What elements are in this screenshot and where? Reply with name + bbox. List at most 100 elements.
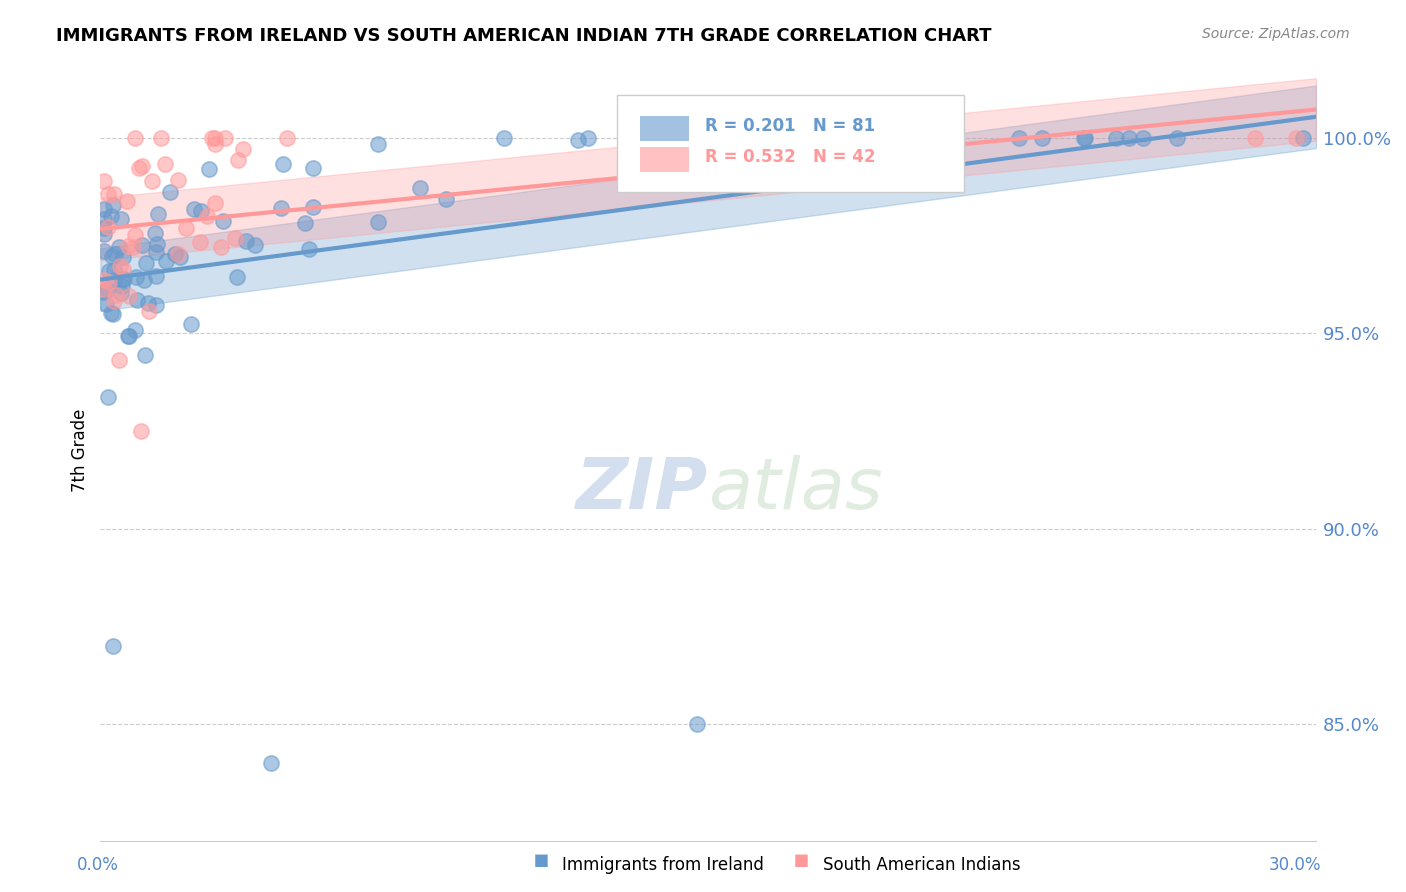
Text: 0.0%: 0.0% [77, 855, 120, 873]
Point [190, 203, 212, 218]
Point [112, 250, 135, 264]
Point [294, 216, 316, 230]
Point [103, 273, 125, 287]
Point [167, 173, 190, 187]
Point [131, 159, 153, 173]
Point [195, 210, 218, 224]
Point [409, 181, 432, 195]
Point [567, 133, 589, 147]
Point [101, 639, 124, 653]
Point [1105, 130, 1128, 145]
Point [1031, 130, 1053, 145]
Point [1132, 130, 1154, 145]
Point [145, 268, 167, 283]
Point [93, 282, 115, 296]
Point [93, 211, 115, 226]
Point [232, 142, 254, 156]
Point [224, 231, 246, 245]
Point [118, 329, 141, 343]
Point [141, 174, 163, 188]
Point [201, 130, 224, 145]
Point [576, 130, 599, 145]
Point [94, 296, 117, 310]
Text: ▪: ▪ [793, 848, 810, 872]
Point [1118, 130, 1140, 145]
Point [122, 240, 145, 254]
Point [131, 238, 153, 252]
Point [128, 161, 150, 175]
Point [226, 153, 249, 168]
Point [301, 200, 323, 214]
Point [1292, 130, 1315, 145]
Point [226, 269, 249, 284]
Text: R = 0.201   N = 81: R = 0.201 N = 81 [704, 117, 875, 135]
Point [115, 194, 138, 209]
Point [842, 130, 865, 145]
Point [273, 157, 295, 171]
Point [93, 272, 115, 286]
Point [204, 130, 226, 145]
Point [103, 186, 125, 201]
Point [96, 283, 118, 297]
Point [117, 328, 139, 343]
FancyBboxPatch shape [640, 147, 689, 172]
Point [98, 275, 121, 289]
Point [245, 237, 267, 252]
Point [1285, 130, 1308, 145]
FancyBboxPatch shape [617, 95, 963, 193]
Point [97, 219, 120, 234]
Text: Source: ZipAtlas.com: Source: ZipAtlas.com [1202, 27, 1350, 41]
Point [93, 244, 115, 258]
Point [145, 244, 167, 259]
Text: Immigrants from Ireland: Immigrants from Ireland [562, 855, 765, 873]
Point [150, 130, 173, 145]
Point [98, 264, 121, 278]
Point [117, 239, 139, 253]
Point [1008, 130, 1031, 145]
Point [104, 288, 127, 302]
Point [211, 214, 233, 228]
Point [111, 262, 134, 277]
Point [104, 247, 127, 261]
Point [107, 240, 129, 254]
Point [176, 221, 198, 235]
Point [127, 293, 149, 307]
Point [146, 237, 169, 252]
Point [367, 215, 389, 229]
Point [297, 242, 319, 256]
Point [180, 317, 202, 331]
Point [93, 202, 115, 216]
Point [124, 227, 146, 242]
Point [97, 186, 120, 201]
Point [143, 227, 166, 241]
Point [134, 273, 156, 287]
Point [155, 254, 177, 268]
Point [134, 348, 156, 362]
Point [183, 202, 205, 217]
Point [108, 259, 131, 273]
Point [686, 717, 709, 731]
Y-axis label: 7th Grade: 7th Grade [72, 409, 89, 492]
Point [110, 211, 132, 226]
Point [93, 220, 115, 235]
Point [138, 296, 160, 310]
Point [434, 192, 457, 206]
Point [188, 235, 211, 249]
Point [93, 227, 115, 241]
Point [103, 263, 125, 277]
Point [367, 136, 389, 151]
Point [494, 130, 516, 145]
FancyBboxPatch shape [640, 116, 689, 141]
Point [214, 130, 236, 145]
Point [124, 130, 146, 145]
Point [211, 240, 233, 254]
Text: atlas: atlas [709, 455, 883, 524]
Point [235, 234, 257, 248]
Point [93, 285, 115, 299]
Point [103, 294, 125, 309]
Point [112, 272, 135, 286]
Point [118, 288, 141, 302]
Point [1166, 130, 1188, 145]
Point [165, 247, 187, 261]
Point [169, 250, 191, 264]
